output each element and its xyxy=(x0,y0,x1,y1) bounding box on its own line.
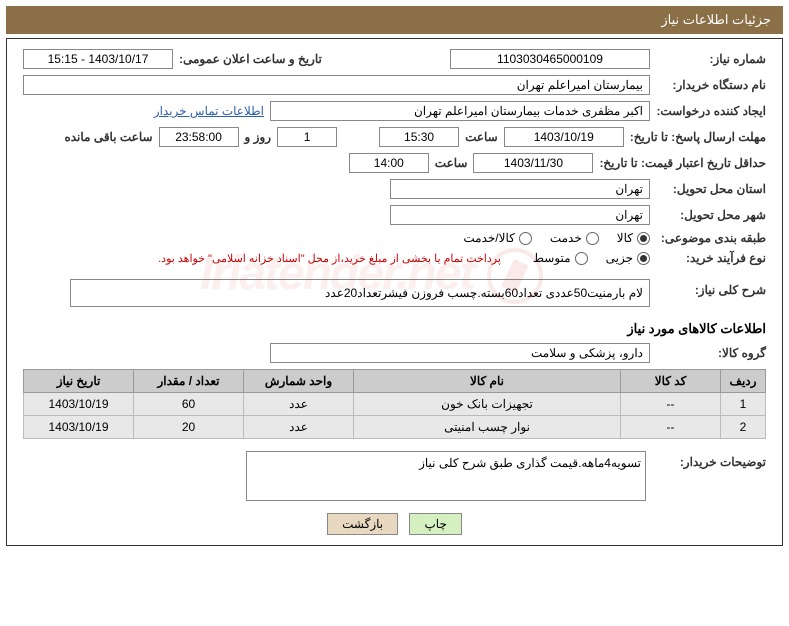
radio-both-circle xyxy=(519,232,532,245)
table-cell: 1403/10/19 xyxy=(24,416,134,439)
validity-label: حداقل تاریخ اعتبار قیمت: تا تاریخ: xyxy=(599,156,766,170)
requester-label: ایجاد کننده درخواست: xyxy=(656,104,766,118)
table-row: 1--تجهیزات بانک خونعدد601403/10/19 xyxy=(24,393,766,416)
table-cell: 2 xyxy=(721,416,766,439)
th-date: تاریخ نیاز xyxy=(24,370,134,393)
deadline-label: مهلت ارسال پاسخ: تا تاریخ: xyxy=(630,130,766,144)
table-cell: 60 xyxy=(134,393,244,416)
time-label-2: ساعت xyxy=(435,156,468,170)
table-cell: -- xyxy=(621,416,721,439)
radio-goods[interactable]: کالا xyxy=(617,231,650,245)
radio-medium-circle xyxy=(575,252,588,265)
th-name: نام کالا xyxy=(354,370,621,393)
radio-goods-circle xyxy=(637,232,650,245)
th-qty: تعداد / مقدار xyxy=(134,370,244,393)
group-field: دارو، پزشکی و سلامت xyxy=(270,343,650,363)
city-label: شهر محل تحویل: xyxy=(656,208,766,222)
buyer-desc-field: تسویه4ماهه.قیمت گذاری طبق شرح کلی نیاز xyxy=(246,451,646,501)
buyer-desc-label: توضیحات خریدار: xyxy=(656,451,766,469)
table-cell: تجهیزات بانک خون xyxy=(354,393,621,416)
table-cell: نوار چسب امنیتی xyxy=(354,416,621,439)
validity-time: 14:00 xyxy=(349,153,429,173)
goods-section-title: اطلاعات کالاهای مورد نیاز xyxy=(23,321,766,337)
radio-service-circle xyxy=(586,232,599,245)
panel-title: جزئیات اطلاعات نیاز xyxy=(661,12,771,27)
buyer-org-label: نام دستگاه خریدار: xyxy=(656,78,766,92)
province-field: تهران xyxy=(390,179,650,199)
deadline-date: 1403/10/19 xyxy=(504,127,624,147)
goods-table: ردیف کد کالا نام کالا واحد شمارش تعداد /… xyxy=(23,369,766,439)
table-cell: عدد xyxy=(244,416,354,439)
process-label: نوع فرآیند خرید: xyxy=(656,251,766,265)
announce-label: تاریخ و ساعت اعلان عمومی: xyxy=(179,52,322,66)
process-note: پرداخت تمام یا بخشی از مبلغ خرید،از محل … xyxy=(158,252,501,265)
table-header-row: ردیف کد کالا نام کالا واحد شمارش تعداد /… xyxy=(24,370,766,393)
process-radio-group: جزیی متوسط xyxy=(533,251,650,265)
table-cell: 1 xyxy=(721,393,766,416)
need-no-field: 1103030465000109 xyxy=(450,49,650,69)
validity-date: 1403/11/30 xyxy=(473,153,593,173)
radio-medium[interactable]: متوسط xyxy=(533,251,588,265)
th-unit: واحد شمارش xyxy=(244,370,354,393)
remain-days: 1 xyxy=(277,127,337,147)
city-field: تهران xyxy=(390,205,650,225)
summary-label: شرح کلی نیاز: xyxy=(656,279,766,297)
requester-field: اکبر مظفری خدمات بیمارستان امیراعلم تهرا… xyxy=(270,101,650,121)
category-radio-group: کالا خدمت کالا/خدمت xyxy=(463,231,650,245)
table-cell: عدد xyxy=(244,393,354,416)
remain-time: 23:58:00 xyxy=(159,127,239,147)
table-row: 2--نوار چسب امنیتیعدد201403/10/19 xyxy=(24,416,766,439)
deadline-time: 15:30 xyxy=(379,127,459,147)
radio-partial-circle xyxy=(637,252,650,265)
back-button[interactable]: بازگشت xyxy=(327,513,398,535)
category-label: طبقه بندی موضوعی: xyxy=(656,231,766,245)
summary-field: لام بارمنیت50عددی تعداد60بسته.چسب فروزن … xyxy=(70,279,650,307)
table-cell: -- xyxy=(621,393,721,416)
th-row: ردیف xyxy=(721,370,766,393)
radio-service[interactable]: خدمت xyxy=(550,231,599,245)
group-label: گروه کالا: xyxy=(656,346,766,360)
radio-both[interactable]: کالا/خدمت xyxy=(463,231,531,245)
button-row: چاپ بازگشت xyxy=(23,513,766,535)
th-code: کد کالا xyxy=(621,370,721,393)
remain-suffix: ساعت باقی مانده xyxy=(64,130,152,144)
need-no-label: شماره نیاز: xyxy=(656,52,766,66)
panel-header: جزئیات اطلاعات نیاز xyxy=(6,6,783,34)
table-cell: 20 xyxy=(134,416,244,439)
announce-field: 1403/10/17 - 15:15 xyxy=(23,49,173,69)
time-label-1: ساعت xyxy=(465,130,498,144)
table-cell: 1403/10/19 xyxy=(24,393,134,416)
radio-partial[interactable]: جزیی xyxy=(606,251,650,265)
province-label: استان محل تحویل: xyxy=(656,182,766,196)
print-button[interactable]: چاپ xyxy=(409,513,461,535)
contact-link[interactable]: اطلاعات تماس خریدار xyxy=(154,104,264,118)
buyer-org-field: بیمارستان امیراعلم تهران xyxy=(23,75,650,95)
main-panel: شماره نیاز: 1103030465000109 تاریخ و ساع… xyxy=(6,38,783,546)
remain-days-label: روز و xyxy=(245,130,272,144)
